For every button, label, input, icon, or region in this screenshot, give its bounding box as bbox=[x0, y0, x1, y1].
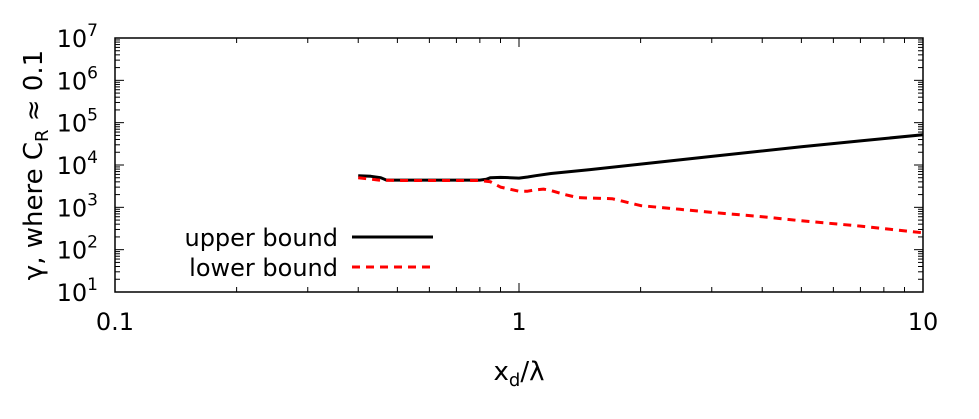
x-tick-label: 1 bbox=[511, 308, 526, 336]
y-tick-label: 107 bbox=[57, 21, 98, 53]
legend-label-0: upper bound bbox=[184, 224, 338, 252]
y-tick-label: 104 bbox=[57, 148, 98, 180]
x-tick-label: 0.1 bbox=[96, 308, 134, 336]
y-axis-label: γ, where CR ≈ 0.1 bbox=[19, 50, 53, 280]
legend-label-1: lower bound bbox=[189, 254, 338, 282]
y-tick-label: 106 bbox=[57, 63, 98, 95]
y-tick-label: 101 bbox=[57, 275, 98, 307]
series-layer bbox=[358, 133, 924, 235]
y-tick-label: 103 bbox=[57, 190, 98, 222]
x-axis-label: xd/λ bbox=[494, 357, 545, 391]
y-tick-label: 102 bbox=[57, 233, 98, 265]
series-line-1 bbox=[358, 176, 924, 235]
axis-ticks: 0.1 1 10 101 102 103 104 105 106 107 bbox=[57, 21, 939, 336]
series-line-0 bbox=[358, 133, 924, 182]
y-tick-label: 105 bbox=[57, 106, 98, 138]
x-tick-label: 10 bbox=[908, 308, 939, 336]
